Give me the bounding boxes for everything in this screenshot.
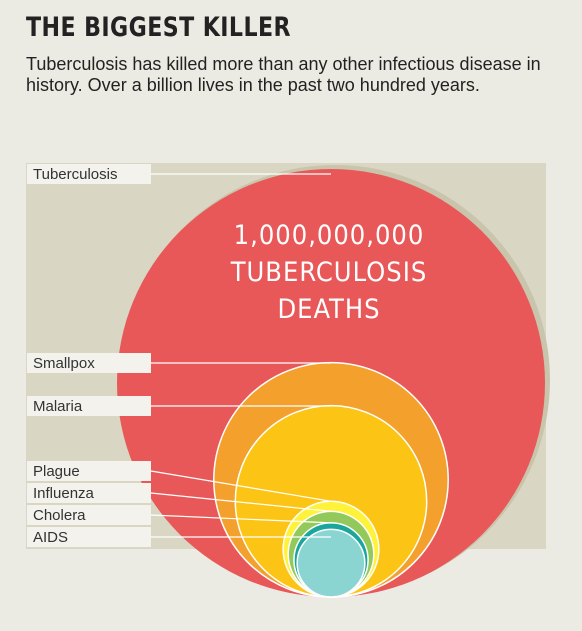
label-text: Tuberculosis [33,166,117,183]
label-box [27,396,151,416]
label-text: AIDS [33,529,68,546]
label-text: Malaria [33,398,83,415]
label-box [27,164,151,184]
leader-line [150,470,332,502]
legend-label-tuberculosis: Tuberculosis [27,164,331,184]
annotation-line-3: DEATHS [277,294,380,325]
legend-label-malaria: Malaria [27,396,331,416]
label-box [27,353,151,373]
legend-label-aids: AIDS [27,527,331,547]
label-box [27,483,151,503]
leader-line [150,514,332,524]
label-box [27,527,151,547]
label-text: Plague [33,463,80,480]
annotation-line-2: TUBERCULOSIS [230,257,428,288]
label-box [27,505,151,525]
label-text: Cholera [33,507,86,524]
legend-label-cholera: Cholera [27,505,332,525]
legend-label-smallpox: Smallpox [27,353,331,373]
annotation-line-1: 1,000,000,000 [234,220,425,251]
leader-line [150,492,332,512]
legend-label-plague: Plague [27,461,332,502]
label-box [27,461,151,481]
legend-label-influenza: Influenza [27,483,332,512]
chart-subtitle: Tuberculosis has killed more than any ot… [26,54,541,95]
label-text: Influenza [33,485,95,502]
bubble-aids [296,528,366,598]
label-text: Smallpox [33,355,95,372]
chart-title: THE BIGGEST KILLER [26,12,291,43]
